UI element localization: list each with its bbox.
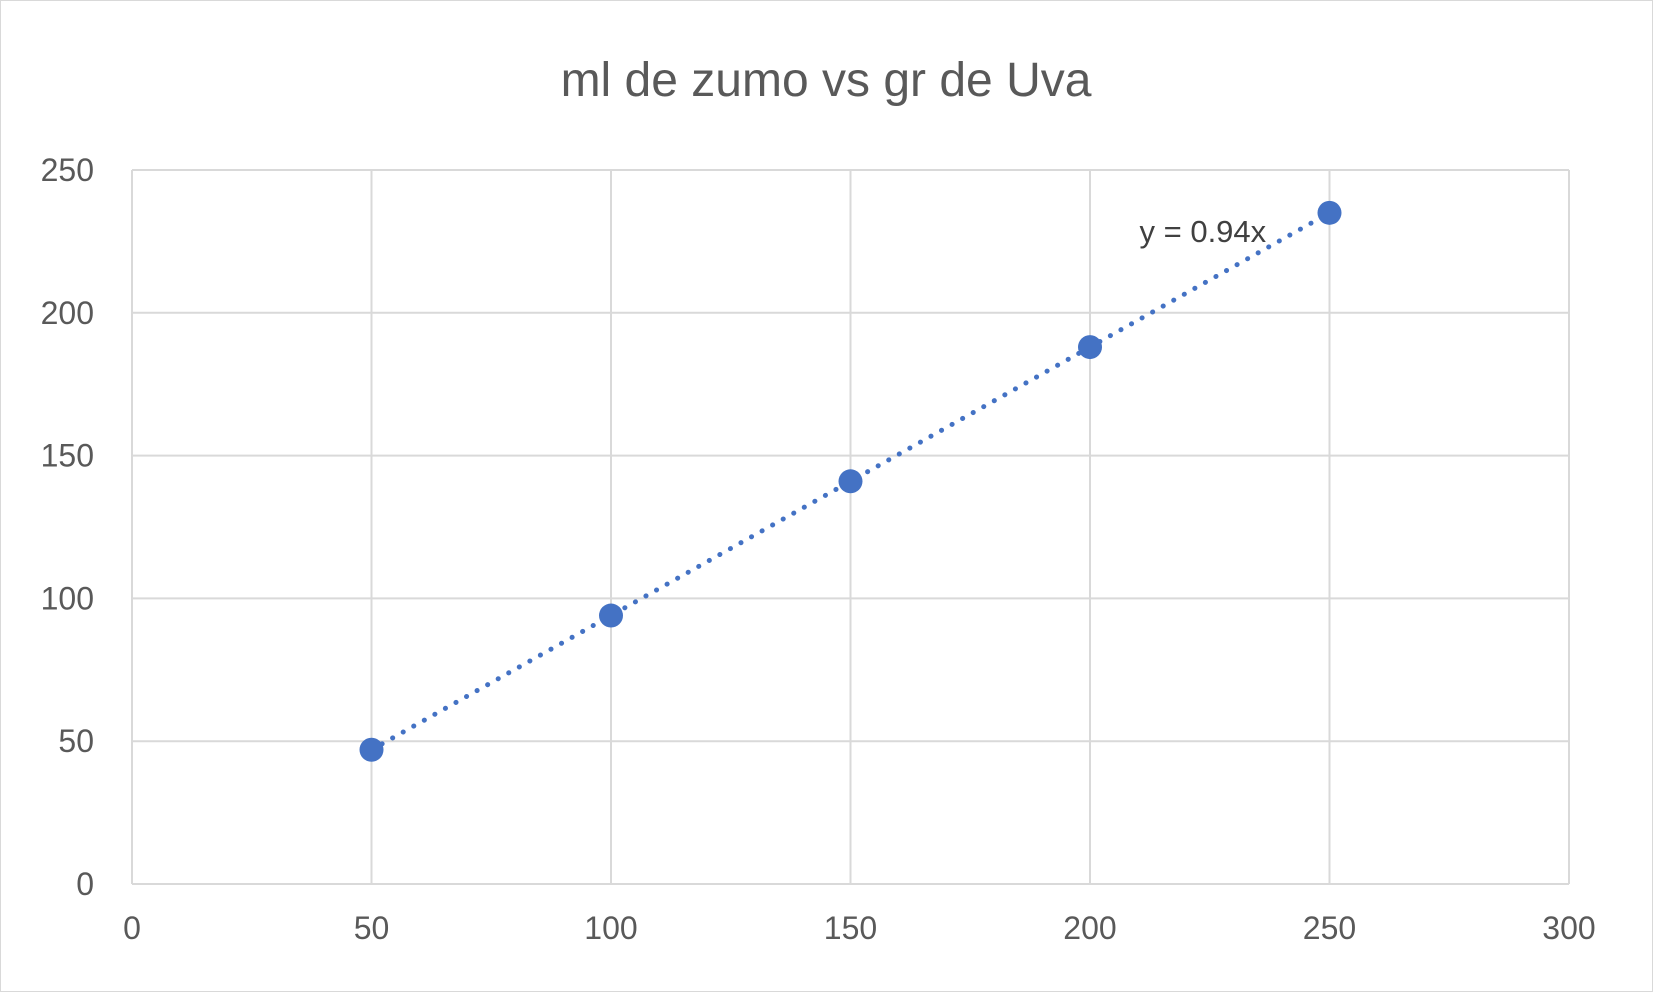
y-tick-label: 100 [41, 580, 94, 616]
data-points [359, 200, 1342, 762]
x-tick-label: 50 [354, 910, 390, 946]
data-point [1078, 335, 1102, 360]
trendline-equation-label: y = 0.94x [1140, 214, 1267, 249]
y-tick-label: 200 [41, 295, 94, 331]
x-tick-label: 200 [1063, 910, 1116, 946]
x-tick-label: 0 [123, 910, 141, 946]
y-tick-label: 250 [41, 152, 94, 188]
data-point [599, 603, 623, 628]
trendline [369, 210, 1332, 753]
y-tick-label: 150 [41, 438, 94, 474]
grid-lines [131, 169, 1570, 885]
x-tick-label: 100 [584, 910, 637, 946]
y-tick-label: 0 [76, 866, 94, 902]
x-axis-tick-labels: 0 50 100 150 200 250 300 [123, 910, 1596, 946]
axes [131, 170, 1569, 885]
trendline-path [369, 210, 1332, 753]
data-point [838, 469, 863, 494]
data-point [1317, 200, 1342, 225]
chart-title: ml de zumo vs gr de Uva [561, 54, 1092, 107]
y-axis-tick-labels: 0 50 100 150 200 250 [41, 152, 94, 902]
x-tick-label: 300 [1542, 910, 1595, 946]
data-point [359, 737, 384, 762]
x-tick-label: 250 [1303, 910, 1356, 946]
x-tick-label: 150 [824, 910, 877, 946]
y-tick-label: 50 [58, 723, 94, 759]
